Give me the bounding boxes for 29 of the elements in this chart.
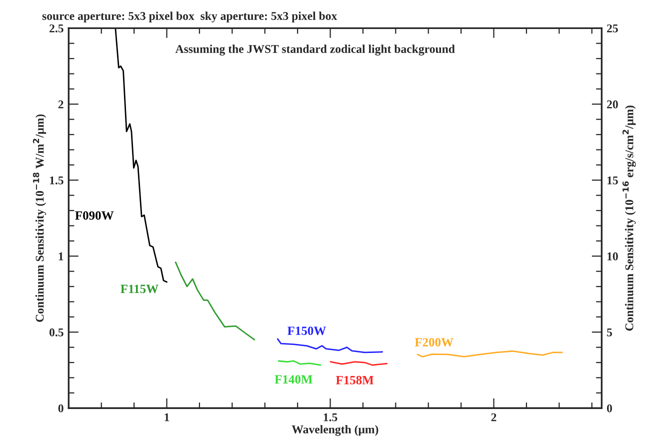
- chart-title: source aperture: 5x3 pixel box sky aperture: 5x3 pixel box: [42, 12, 338, 22]
- y-tick-label: 0.5: [50, 328, 64, 336]
- y2-tick-label: 25: [607, 24, 618, 32]
- y2-tick-label: 20: [607, 100, 618, 108]
- y-tick-label: 1: [58, 252, 64, 260]
- y-tick-label: 2.5: [50, 24, 64, 32]
- text: F090W: [75, 211, 114, 220]
- series-label: F158M: [336, 376, 374, 384]
- y2-axis-title: Continuum Sensitivity (10$^{−16}$ erg/s/cm$^{2}$/μm): [622, 106, 636, 331]
- x-tick-label: 1.5: [324, 413, 338, 422]
- line-series: [276, 338, 383, 354]
- y2-tick-label: 5: [607, 328, 612, 336]
- y2-tick-label: 10: [607, 252, 618, 260]
- series-label: F115W: [120, 284, 158, 294]
- series-label: F200W: [414, 338, 454, 347]
- y-tick-label: 0: [58, 404, 64, 412]
- line-series: [174, 262, 256, 340]
- y-tick-label: 2: [58, 100, 64, 108]
- series-label: F150W: [287, 326, 326, 336]
- y2-tick-label: 15: [607, 176, 618, 184]
- x-axis-title: Wavelength (μm): [292, 425, 378, 436]
- annotation: Assuming the JWST standard zodical light background: [175, 44, 455, 56]
- line-series: [114, 28, 168, 283]
- x-tick-label: 1: [164, 413, 170, 422]
- y2-tick-label: 0: [606, 404, 612, 412]
- y-axis-title: Continuum Sensitivity (10$^{−18}$ W/m$^{2}$/μm): [32, 114, 46, 322]
- series-label: F140M: [274, 375, 312, 384]
- y-tick-label: 1.5: [50, 176, 64, 184]
- x-tick-label: 2: [491, 413, 496, 422]
